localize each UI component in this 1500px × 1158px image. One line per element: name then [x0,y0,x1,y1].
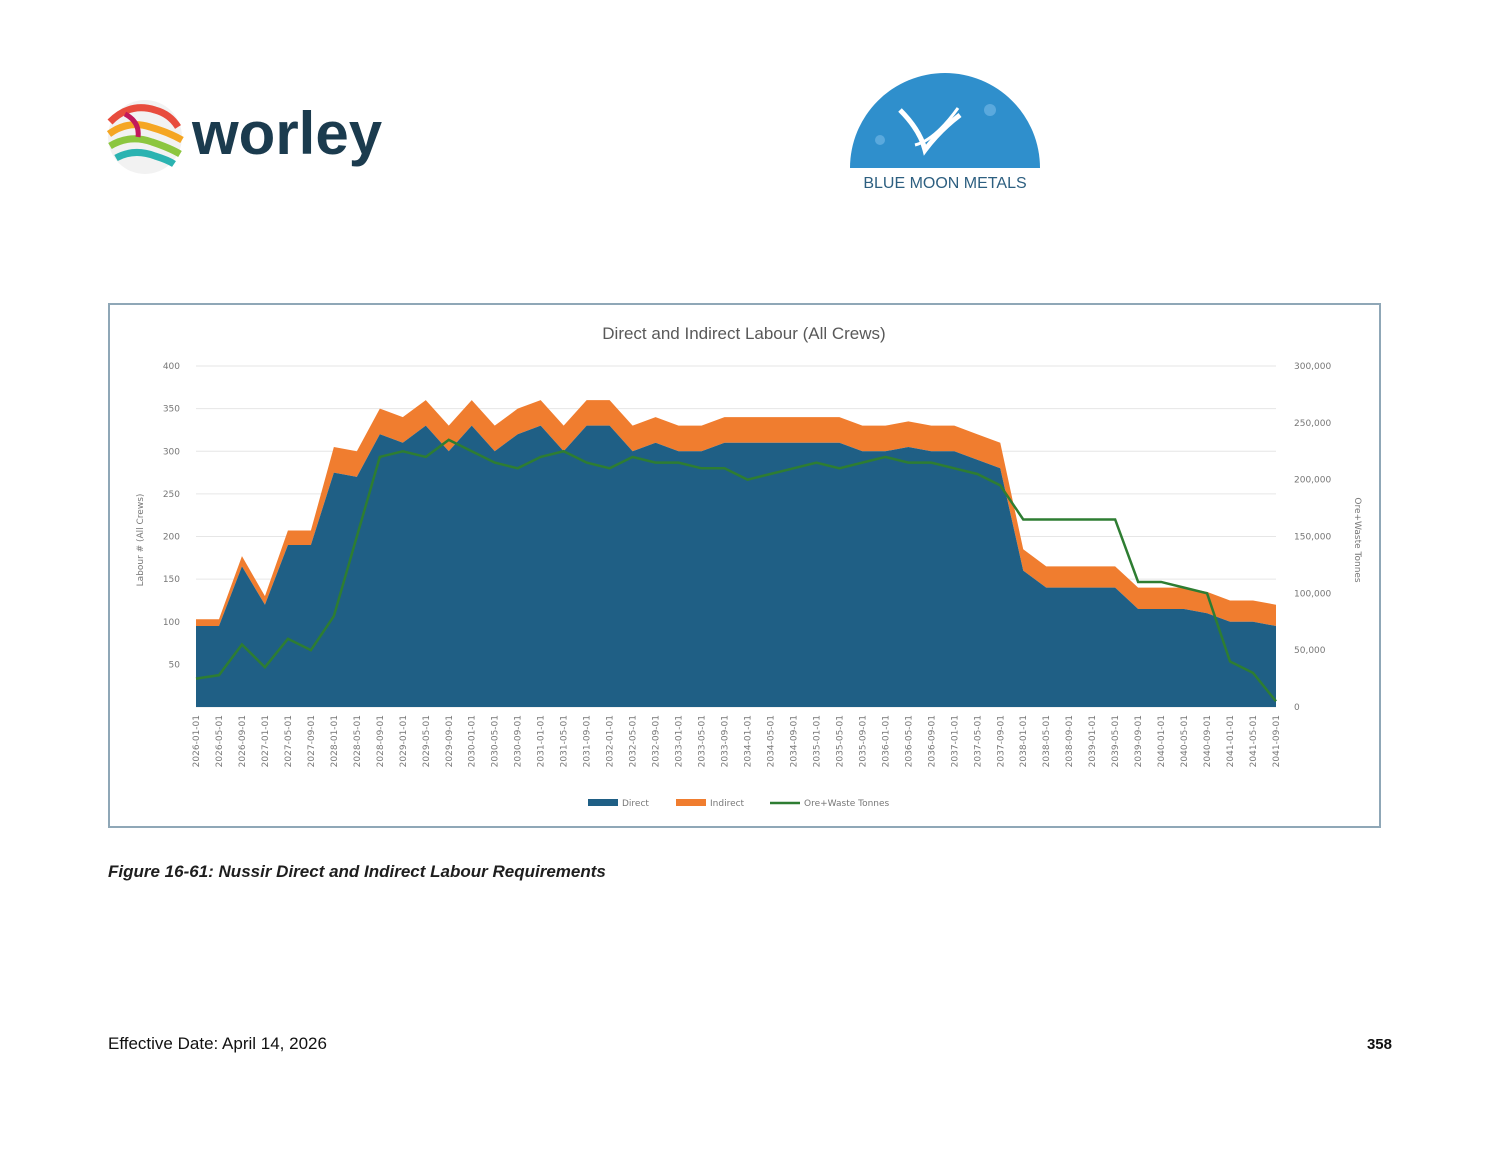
x-tick-label: 2029-05-01 [422,715,432,767]
x-tick-label: 2028-05-01 [353,715,363,767]
y-tick-label: 350 [163,405,180,415]
y-tick-label: 300 [163,447,180,457]
worley-logo-text: worley [191,100,383,167]
x-tick-label: 2030-05-01 [491,715,501,767]
worley-logo-emblem [106,100,184,174]
x-tick-label: 2030-09-01 [514,715,524,767]
ore-waste-line [195,438,1277,703]
x-tick-label: 2029-01-01 [399,715,409,767]
x-tick-label: 2036-09-01 [927,715,937,767]
y2-tick-label: 250,000 [1294,419,1331,429]
x-tick-label: 2027-09-01 [307,715,317,767]
y-tick-label: 250 [163,490,180,500]
legend-label-ore-waste: Ore+Waste Tonnes [804,799,890,809]
x-tick-label: 2035-05-01 [835,715,845,767]
y2-tick-label: 300,000 [1294,362,1331,372]
moon-emblem [850,73,1040,168]
x-tick-label: 2031-05-01 [560,715,570,767]
x-tick-label: 2038-05-01 [1042,715,1052,767]
legend-label-indirect: Indirect [710,799,745,809]
x-tick-label: 2034-01-01 [743,715,753,767]
x-tick-label: 2037-05-01 [973,715,983,767]
x-tick-label: 2027-01-01 [261,715,271,767]
x-tick-label: 2034-09-01 [789,715,799,767]
blue-moon-metals-logo: BLUE MOON METALS [850,73,1040,192]
x-tick-label: 2032-05-01 [629,715,639,767]
y-tick-label: 400 [163,362,180,372]
x-tick-label: 2040-05-01 [1180,715,1190,767]
x-tick-label: 2035-09-01 [858,715,868,767]
x-tick-label: 2033-09-01 [721,715,731,767]
legend-swatch-indirect [676,799,706,806]
x-tick-label: 2026-01-01 [192,715,202,767]
x-tick-label: 2032-01-01 [606,715,616,767]
x-tick-label: 2030-01-01 [468,715,478,767]
x-tick-label: 2041-05-01 [1249,715,1259,767]
figure-caption: Figure 16-61: Nussir Direct and Indirect… [108,862,606,881]
x-tick-label: 2032-09-01 [652,715,662,767]
x-tick-label: 2033-05-01 [698,715,708,767]
x-tick-label: 2041-01-01 [1226,715,1236,767]
x-tick-label: 2040-09-01 [1203,715,1213,767]
x-tick-label: 2028-09-01 [376,715,386,767]
labour-chart: Direct and Indirect Labour (All Crews) 4… [136,324,1362,809]
y2-tick-label: 100,000 [1294,589,1331,599]
x-tick-label: 2038-09-01 [1065,715,1075,767]
x-tick-label: 2041-09-01 [1272,715,1282,767]
x-tick-label: 2036-01-01 [881,715,891,767]
y2-tick-label: 200,000 [1294,476,1331,486]
chart-frame: Direct and Indirect Labour (All Crews) 4… [108,303,1381,828]
x-tick-label: 2037-09-01 [996,715,1006,767]
x-tick-label: 2029-09-01 [445,715,455,767]
y-axis-ticks: 400 350 300 250 200 150 100 50 [163,362,180,670]
y-tick-label: 200 [163,533,180,543]
page-number: 358 [1366,1036,1392,1053]
y-tick-label: 150 [163,575,180,585]
blue-moon-metals-logo-text: BLUE MOON METALS [863,175,1026,192]
x-tick-label: 2039-09-01 [1134,715,1144,767]
x-tick-label: 2026-09-01 [238,715,248,767]
x-tick-label: 2026-05-01 [215,715,225,767]
indirect-area [196,400,1276,627]
y2-tick-label: 150,000 [1294,533,1331,543]
legend-swatch-direct [588,799,618,806]
worley-logo: worley [106,100,383,174]
x-tick-label: 2036-05-01 [904,715,914,767]
area-series [196,400,1276,707]
x-tick-label: 2039-05-01 [1111,715,1121,767]
x-tick-label: 2033-01-01 [675,715,685,767]
y2-tick-label: 50,000 [1294,646,1326,656]
x-axis-ticks: 2026-01-01 2026-05-01 2026-09-01 2027-01-01… [192,715,1282,767]
chart-title: Direct and Indirect Labour (All Crews) [602,324,885,343]
x-tick-label: 2037-01-01 [950,715,960,767]
legend-label-direct: Direct [622,799,649,809]
x-tick-label: 2028-01-01 [330,715,340,767]
x-tick-label: 2040-01-01 [1157,715,1167,767]
y-tick-label: 100 [163,618,180,628]
x-tick-label: 2034-05-01 [766,715,776,767]
x-tick-label: 2039-01-01 [1088,715,1098,767]
x-tick-label: 2031-01-01 [537,715,547,767]
effective-date: Effective Date: April 14, 2026 [108,1034,327,1053]
x-tick-label: 2038-01-01 [1019,715,1029,767]
y2-axis-label: Ore+Waste Tonnes [1352,497,1362,583]
y-axis-label: Labour # (All Crews) [136,494,146,587]
y-tick-label: 50 [169,660,181,670]
x-tick-label: 2027-05-01 [284,715,294,767]
y2-tick-label: 0 [1294,703,1300,713]
y2-axis-ticks: 300,000 250,000 200,000 150,000 100,000 50,00… [1294,362,1331,713]
x-tick-label: 2031-09-01 [583,715,593,767]
line-series [195,438,1277,703]
legend: Direct Indirect Ore+Waste Tonnes [588,799,890,809]
x-tick-label: 2035-01-01 [812,715,822,767]
